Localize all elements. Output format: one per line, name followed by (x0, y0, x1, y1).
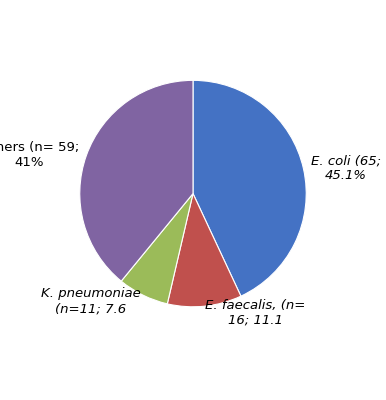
Wedge shape (121, 194, 193, 304)
Text: E. faecalis, (n=
16; 11.1: E. faecalis, (n= 16; 11.1 (205, 298, 306, 326)
Wedge shape (193, 80, 306, 296)
Wedge shape (80, 80, 193, 281)
Text: K. pneumoniae
(n=11; 7.6: K. pneumoniae (n=11; 7.6 (41, 287, 141, 315)
Text: E. coli (65;
45.1%: E. coli (65; 45.1% (311, 154, 381, 182)
Wedge shape (167, 194, 241, 307)
Text: Others (n= 59;
41%: Others (n= 59; 41% (0, 140, 79, 168)
